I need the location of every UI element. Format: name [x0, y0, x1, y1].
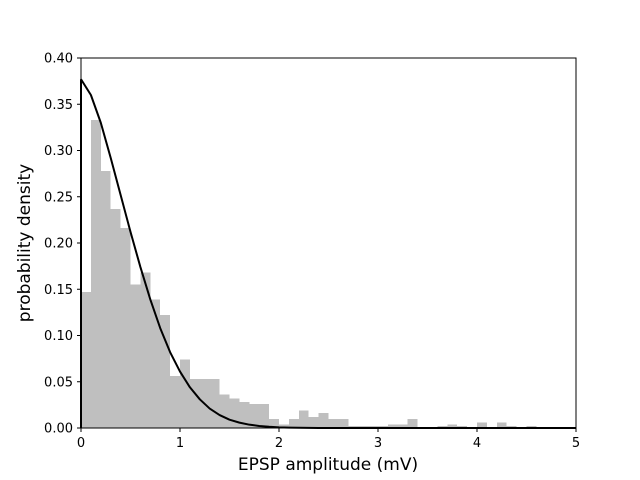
histogram-bar — [219, 394, 230, 428]
x-tick-label: 3 — [374, 436, 382, 451]
histogram-bar — [496, 422, 507, 428]
y-tick-label: 0.05 — [44, 375, 73, 390]
histogram-bar — [180, 359, 190, 428]
histogram-bar — [160, 315, 171, 428]
histogram-bar — [229, 398, 240, 428]
histogram-bar — [298, 410, 309, 428]
histogram-bar — [130, 284, 141, 428]
histogram-bar — [140, 272, 151, 428]
histogram-bar — [259, 403, 270, 428]
histogram-bar — [81, 292, 91, 428]
histogram-bar — [318, 413, 329, 428]
y-axis-ticks: 0.00 0.05 0.10 0.15 0.20 0.25 0.30 0.35 0.40 — [44, 52, 81, 437]
x-tick-label: 5 — [572, 436, 580, 451]
histogram-bar — [120, 228, 131, 428]
histogram-bar — [328, 418, 339, 428]
histogram-bar — [269, 418, 279, 428]
histogram-bar — [100, 170, 111, 428]
y-tick-label: 0.35 — [44, 98, 73, 113]
x-tick-label: 4 — [473, 436, 481, 451]
histogram-bar — [249, 403, 260, 428]
histogram-bar — [279, 424, 289, 428]
y-tick-label: 0.30 — [44, 144, 73, 159]
y-axis-label: probability density — [15, 164, 35, 322]
histogram-bar — [477, 422, 487, 428]
y-tick-label: 0.20 — [44, 237, 73, 252]
y-tick-label: 0.00 — [44, 422, 73, 437]
histogram-bar — [209, 378, 220, 428]
histogram-bar — [397, 424, 408, 428]
y-tick-label: 0.10 — [44, 329, 73, 344]
histogram-bar — [150, 299, 161, 428]
y-tick-label: 0.25 — [44, 190, 73, 205]
histogram-bar — [447, 424, 458, 428]
histogram-bar — [90, 119, 101, 428]
x-axis-label: EPSP amplitude (mV) — [238, 455, 418, 475]
histogram-bar — [110, 208, 121, 428]
x-axis-ticks: 0 1 2 3 4 5 — [77, 428, 580, 451]
y-tick-label: 0.40 — [44, 52, 73, 67]
x-tick-label: 1 — [176, 436, 184, 451]
histogram-bar — [288, 418, 299, 428]
histogram-bar — [387, 424, 398, 428]
histogram-bar — [407, 418, 418, 428]
histogram-bar — [308, 416, 319, 428]
histogram-bar — [338, 418, 349, 428]
histogram-bar — [239, 402, 250, 428]
y-tick-label: 0.15 — [44, 283, 73, 298]
histogram-bar — [189, 378, 200, 428]
histogram-bar — [170, 376, 180, 428]
x-tick-label: 0 — [77, 436, 85, 451]
x-tick-label: 2 — [275, 436, 283, 451]
